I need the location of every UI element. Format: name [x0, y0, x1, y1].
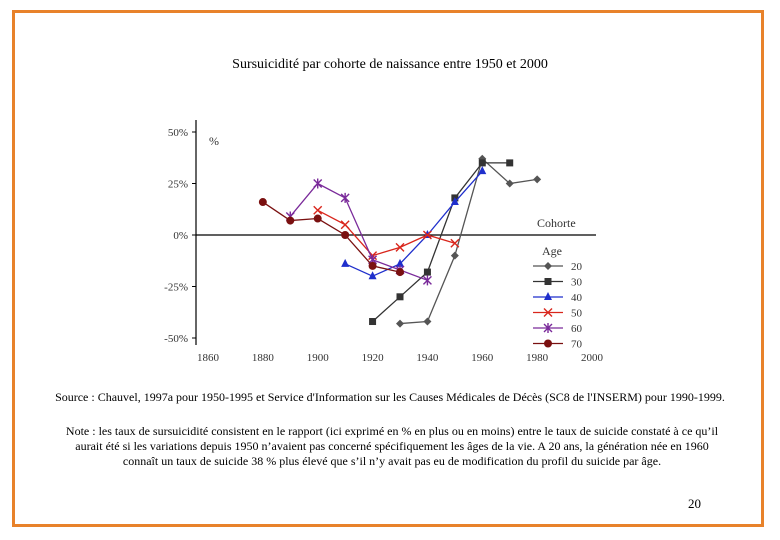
x-tick-label-5: 1960 — [471, 352, 494, 364]
data-point-50-1950 — [450, 238, 460, 248]
legend-label-40: 40 — [571, 292, 583, 304]
legend-marker-20 — [544, 262, 552, 270]
data-point-20-1940 — [423, 317, 432, 326]
x-tick-label-2: 1900 — [307, 352, 330, 364]
legend-marker-30 — [544, 278, 552, 285]
legend-label-20: 20 — [571, 261, 583, 273]
x-tick-label-7: 2000 — [581, 352, 604, 364]
x-tick-label-3: 1920 — [362, 352, 385, 364]
data-point-70-1920 — [368, 261, 377, 270]
legend-marker-70 — [544, 339, 552, 348]
data-point-70-1930 — [396, 268, 404, 277]
series-line-50 — [317, 209, 456, 257]
x-tick-label-6: 1980 — [526, 352, 549, 364]
data-point-20-1980 — [533, 175, 542, 184]
data-point-40-1950 — [450, 197, 459, 206]
x-tick-label-1: 1880 — [252, 352, 275, 364]
y-tick-label-4: -50% — [164, 333, 188, 345]
data-point-30-1930 — [396, 293, 404, 301]
chart-title: Sursuicidité par cohorte de naissance en… — [232, 57, 548, 72]
series-line-70 — [262, 201, 401, 273]
legend-title: Age — [542, 244, 562, 258]
y-tick-label-1: 25% — [168, 179, 188, 191]
data-point-20-1930 — [396, 319, 404, 328]
y-tick-label-3: -25% — [164, 282, 188, 294]
legend-marker-50 — [543, 308, 553, 317]
legend-marker-40 — [544, 292, 552, 300]
data-point-20-1970 — [505, 179, 514, 188]
data-point-40-1910 — [341, 258, 350, 267]
y-tick-label-2: 0% — [173, 230, 188, 242]
series-line-60 — [289, 182, 428, 281]
legend-marker-60 — [543, 323, 553, 333]
source-text: Source : Chauvel, 1997a pour 1950-1995 e… — [55, 390, 725, 404]
note-text: Note : les taux de sursuicidité consiste… — [65, 424, 719, 468]
data-point-20-1950 — [450, 251, 459, 260]
series-line-20 — [399, 157, 538, 325]
x-tick-label-4: 1940 — [416, 352, 439, 364]
legend-label-50: 50 — [571, 308, 583, 320]
data-point-30-1940 — [423, 268, 431, 276]
data-point-30-1920 — [369, 318, 377, 326]
data-point-50-1910 — [340, 220, 350, 230]
series-line-40 — [344, 170, 483, 277]
slide-frame — [12, 10, 764, 527]
x-tick-label-0: 1860 — [197, 352, 220, 364]
data-point-50-1940 — [422, 230, 432, 240]
data-point-40-1960 — [478, 166, 487, 175]
data-point-70-1880 — [258, 198, 267, 207]
data-point-50-1900 — [313, 205, 323, 215]
data-point-70-1910 — [341, 231, 350, 239]
data-point-60-1940 — [422, 275, 432, 286]
data-point-40-1920 — [368, 271, 377, 280]
data-point-40-1930 — [396, 258, 404, 267]
data-point-60-1900 — [313, 178, 323, 189]
series-line-30 — [372, 162, 510, 323]
legend-label-70: 70 — [571, 339, 583, 351]
data-point-70-1900 — [313, 214, 322, 223]
data-point-70-1890 — [286, 216, 295, 225]
data-point-50-1930 — [395, 242, 405, 252]
x-axis-label: Cohorte — [537, 216, 576, 230]
page-number: 20 — [688, 496, 701, 511]
y-axis-label: % — [209, 134, 219, 148]
data-point-30-1960 — [478, 159, 486, 167]
legend-label-60: 60 — [571, 323, 583, 335]
legend-label-30: 30 — [571, 277, 583, 289]
y-tick-label-0: 50% — [168, 127, 188, 139]
data-point-60-1910 — [340, 192, 350, 203]
data-point-30-1970 — [506, 159, 514, 167]
